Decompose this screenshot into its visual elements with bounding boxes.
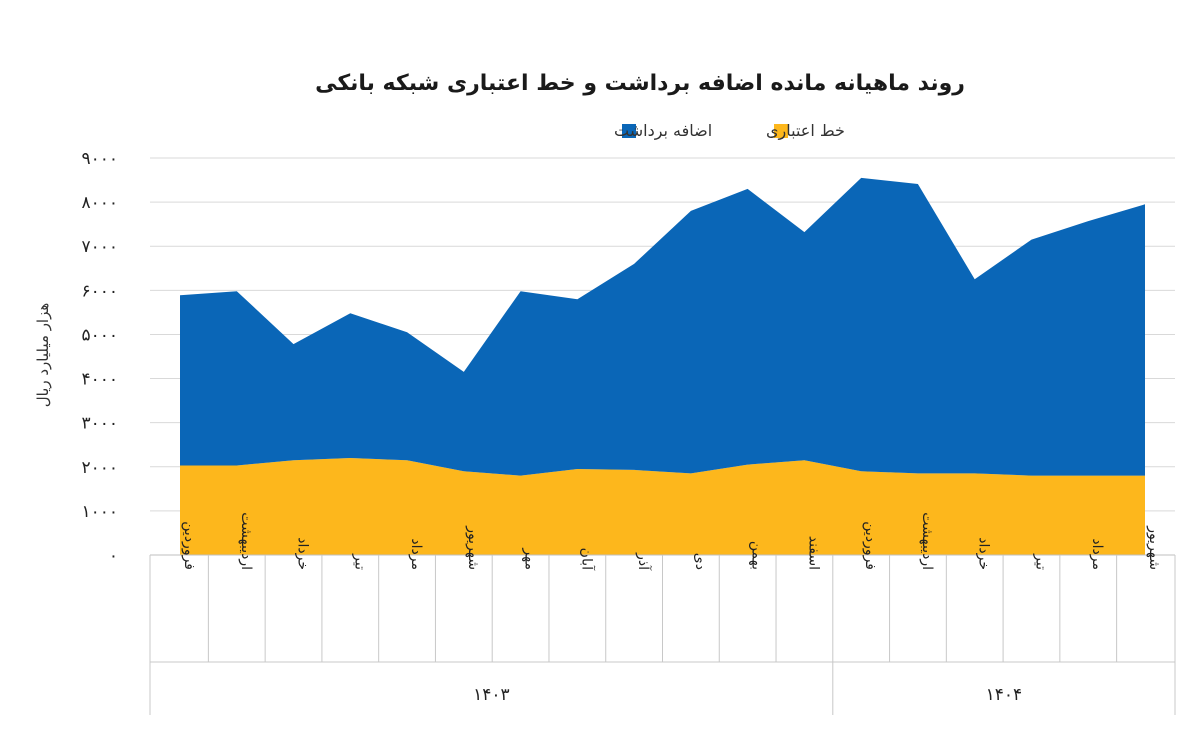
y-tick-label: ۶۰۰۰	[81, 281, 118, 301]
x-tick-label: شهریور	[465, 525, 481, 570]
y-tick-label: ۹۰۰۰	[81, 149, 118, 169]
chart-title: روند ماهیانه مانده اضافه برداشت و خط اعت…	[315, 71, 965, 96]
x-tick-label: شهریور	[1146, 525, 1162, 570]
legend: اضافه برداشت خط اعتباری	[614, 121, 845, 141]
y-axis-ticks: ۰ ۱۰۰۰ ۲۰۰۰ ۳۰۰۰ ۴۰۰۰ ۵۰۰۰ ۶۰۰۰ ۷۰۰۰ ۸۰۰۰ ۹۰۰۰	[81, 149, 118, 566]
year-group-label: ۱۴۰۴	[986, 685, 1023, 705]
y-axis-label: هزار میلیارد ریال	[34, 303, 52, 408]
x-tick-label: دی	[692, 553, 708, 570]
y-tick-label: ۱۰۰۰	[81, 502, 118, 522]
legend-swatch-overdraft	[622, 124, 636, 138]
y-tick-label: ۳۰۰۰	[81, 414, 118, 434]
x-tick-label: آبان	[578, 548, 595, 571]
area-series-0	[180, 458, 1145, 555]
x-tick-label: اردیبهشت	[919, 512, 935, 570]
y-tick-label: ۲۰۰۰	[81, 458, 118, 478]
x-tick-label: اسفند	[805, 536, 821, 570]
year-group-label: ۱۴۰۳	[473, 685, 510, 705]
legend-label-overdraft: اضافه برداشت	[614, 121, 712, 141]
x-tick-label: خرداد	[295, 537, 311, 570]
x-tick-label: بهمن	[749, 541, 765, 570]
x-tick-label: فروردین	[181, 521, 197, 570]
x-axis: فروردین اردیبهشت خرداد تیر مرداد شهریور مهر آبا…	[149, 512, 1176, 715]
x-tick-label: آذر	[635, 552, 652, 571]
x-tick-label: تیر	[1032, 553, 1048, 570]
area-series-1	[180, 177, 1145, 476]
y-tick-label: ۰	[109, 546, 118, 566]
y-tick-label: ۷۰۰۰	[81, 237, 118, 257]
y-tick-label: ۴۰۰۰	[81, 370, 118, 390]
areas	[150, 177, 1175, 556]
y-tick-label: ۸۰۰۰	[81, 193, 118, 213]
legend-swatch-credit-line	[774, 124, 788, 138]
x-tick-label: فروردین	[862, 521, 878, 570]
x-tick-label: مرداد	[408, 538, 424, 570]
legend-label-credit-line: خط اعتباری	[766, 121, 845, 141]
y-tick-label: ۵۰۰۰	[81, 325, 118, 345]
x-tick-label: تیر	[351, 553, 367, 570]
x-tick-label: مرداد	[1089, 538, 1105, 570]
x-tick-label: خرداد	[976, 537, 992, 570]
x-tick-label: اردیبهشت	[238, 512, 254, 570]
x-tick-label: مهر	[522, 547, 538, 570]
